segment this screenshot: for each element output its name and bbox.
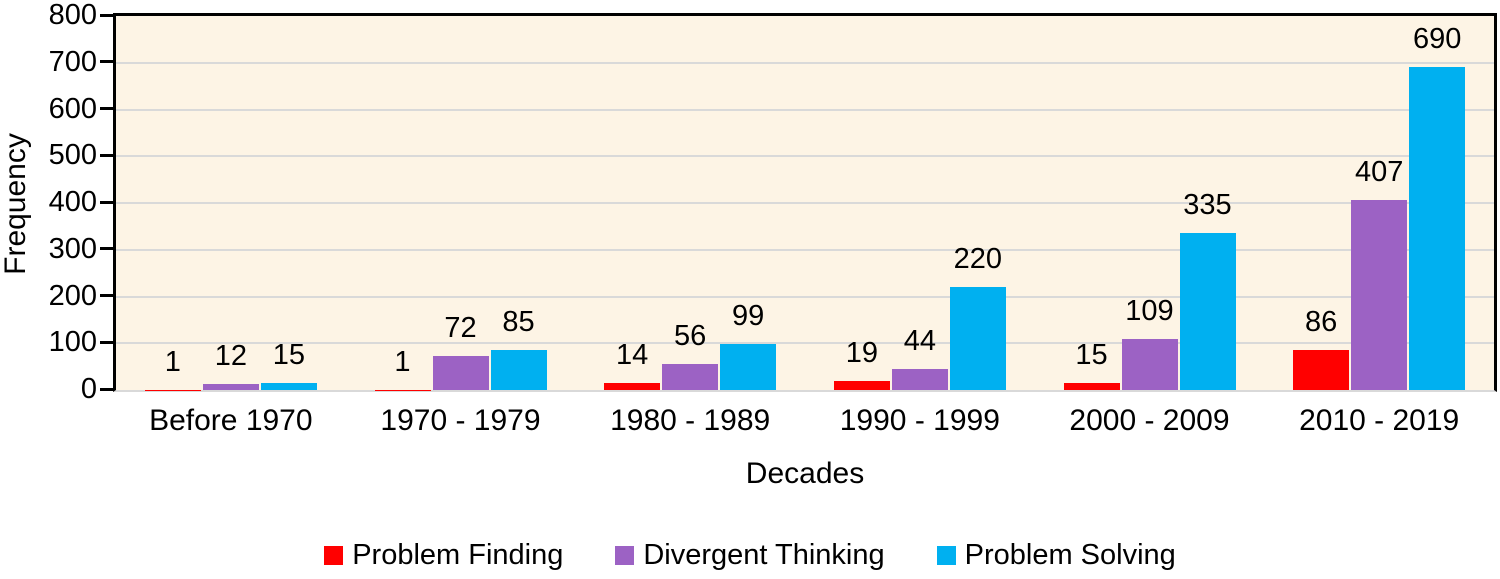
bar [662, 363, 719, 390]
bar-data-label: 407 [1354, 155, 1404, 188]
bar-data-label: 19 [845, 337, 878, 370]
y-tick-mark [100, 107, 114, 110]
legend-item: Problem Solving [936, 538, 1176, 572]
y-tick-mark [100, 294, 114, 297]
bar-data-label: 86 [1305, 305, 1338, 338]
y-tick-mark [100, 153, 114, 157]
bar [1351, 199, 1408, 390]
bar-data-label: 12 [214, 340, 247, 373]
plot-area: 1 1 14 19 15 86 12 72 56 44 109 407 15 85 99 220 335 690 [113, 13, 1497, 392]
bar [891, 369, 948, 390]
y-tick-mark [100, 387, 114, 391]
legend-label: Problem Solving [964, 538, 1176, 571]
y-tick-mark [100, 60, 114, 64]
bar-data-label: 15 [272, 339, 305, 371]
bar-data-label: 109 [1125, 295, 1174, 328]
legend-item: Divergent Thinking [615, 538, 885, 572]
bar [202, 384, 259, 390]
bar [260, 383, 317, 390]
bar-data-label: 99 [732, 299, 765, 332]
bar [1179, 233, 1236, 390]
y-tick-mark [100, 340, 114, 344]
legend-swatch [324, 545, 344, 565]
legend-item: Problem Finding [324, 539, 563, 572]
gridline [116, 295, 1494, 298]
bar [1121, 339, 1178, 390]
gridline [116, 61, 1494, 64]
y-tick-mark [100, 13, 114, 17]
bar [490, 350, 547, 390]
bar [432, 356, 489, 390]
bar [833, 381, 890, 390]
gridline [116, 342, 1494, 345]
bar-data-label: 85 [502, 306, 535, 339]
bar [949, 287, 1006, 390]
bar-data-label: 220 [953, 243, 1003, 276]
legend-label: Divergent Thinking [643, 538, 885, 571]
x-category-label: 1990 - 1999 [839, 404, 1000, 437]
y-tick-mark [100, 200, 114, 204]
gridline [116, 155, 1494, 158]
bar-data-label: 1 [164, 345, 181, 378]
bar-data-label: 56 [674, 319, 707, 352]
bar-data-label: 14 [616, 339, 649, 372]
bar [1063, 383, 1120, 390]
x-category-label: 2010 - 2019 [1299, 404, 1460, 437]
bar-data-label: 335 [1183, 189, 1232, 222]
x-category-label: 2000 - 2009 [1069, 404, 1230, 437]
legend-label: Problem Finding [352, 538, 564, 571]
bar-data-label: 15 [1075, 339, 1108, 371]
bar [604, 383, 661, 390]
gridline [116, 248, 1494, 251]
bar-data-label: 44 [903, 325, 936, 358]
bar [720, 343, 777, 390]
legend-swatch [615, 545, 635, 565]
x-category-label: 1970 - 1979 [380, 404, 541, 437]
x-axis-title: Decades [745, 457, 865, 490]
legend: Problem Finding Divergent Thinking Problem… [0, 538, 1500, 572]
bar [1409, 67, 1466, 390]
bar-data-label: 1 [394, 345, 411, 378]
gridline [116, 108, 1494, 111]
y-tick-mark [100, 247, 114, 251]
legend-swatch [936, 545, 956, 565]
bar-data-label: 72 [444, 312, 477, 345]
x-category-label: Before 1970 [149, 404, 313, 437]
y-axis-title: Frequency [0, 133, 32, 275]
bar [1293, 349, 1350, 390]
gridline [116, 202, 1494, 204]
bar-data-label: 690 [1412, 23, 1462, 56]
x-category-label: 1980 - 1989 [610, 404, 771, 437]
